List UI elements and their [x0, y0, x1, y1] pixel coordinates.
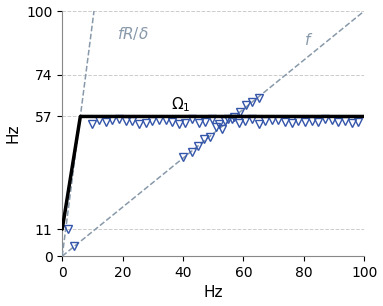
Text: $fR/\delta$: $fR/\delta$	[116, 24, 148, 42]
Y-axis label: Hz: Hz	[6, 124, 21, 144]
Text: $\Omega_1$: $\Omega_1$	[171, 95, 190, 114]
X-axis label: Hz: Hz	[203, 285, 223, 300]
Text: $f$: $f$	[304, 32, 313, 48]
